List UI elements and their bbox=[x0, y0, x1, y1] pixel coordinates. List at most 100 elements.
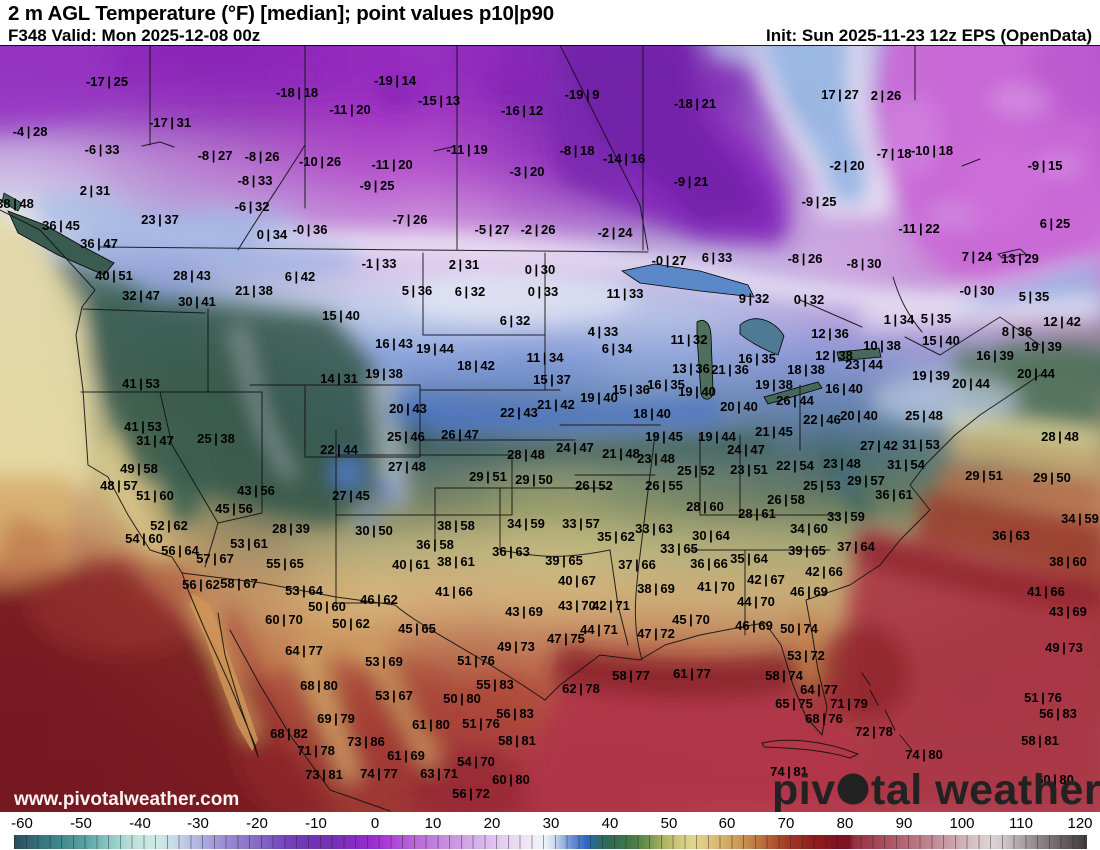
svg-text:5 | 36: 5 | 36 bbox=[402, 283, 433, 298]
svg-text:28 | 61: 28 | 61 bbox=[738, 506, 776, 521]
svg-text:6 | 25: 6 | 25 bbox=[1040, 216, 1071, 231]
svg-text:19 | 44: 19 | 44 bbox=[416, 341, 455, 356]
svg-text:72 | 78: 72 | 78 bbox=[855, 724, 893, 739]
svg-text:17 | 27: 17 | 27 bbox=[821, 87, 859, 102]
svg-text:-19 | 14: -19 | 14 bbox=[374, 73, 417, 88]
svg-text:47 | 72: 47 | 72 bbox=[637, 626, 675, 641]
svg-text:62 | 78: 62 | 78 bbox=[562, 681, 600, 696]
svg-text:21 | 38: 21 | 38 bbox=[235, 283, 273, 298]
svg-text:8 | 36: 8 | 36 bbox=[1002, 324, 1033, 339]
svg-text:43 | 70: 43 | 70 bbox=[558, 598, 596, 613]
svg-text:19 | 38: 19 | 38 bbox=[755, 377, 793, 392]
svg-text:56 | 83: 56 | 83 bbox=[1039, 706, 1077, 721]
svg-text:piv: piv bbox=[772, 766, 836, 812]
svg-text:40 | 67: 40 | 67 bbox=[558, 573, 596, 588]
svg-text:0 | 30: 0 | 30 bbox=[525, 262, 556, 277]
svg-text:15 | 40: 15 | 40 bbox=[922, 333, 960, 348]
svg-text:31 | 53: 31 | 53 bbox=[902, 437, 940, 452]
svg-text:13 | 29: 13 | 29 bbox=[1001, 251, 1039, 266]
svg-text:15 | 36: 15 | 36 bbox=[612, 382, 650, 397]
svg-text:55 | 83: 55 | 83 bbox=[476, 677, 514, 692]
svg-text:41 | 66: 41 | 66 bbox=[435, 584, 473, 599]
svg-text:-17 | 31: -17 | 31 bbox=[149, 115, 191, 130]
svg-text:38 | 48: 38 | 48 bbox=[0, 196, 34, 211]
svg-text:26 | 58: 26 | 58 bbox=[767, 492, 805, 507]
svg-text:60 | 70: 60 | 70 bbox=[265, 612, 303, 627]
svg-text:58 | 77: 58 | 77 bbox=[612, 668, 650, 683]
svg-text:22 | 43: 22 | 43 bbox=[500, 405, 538, 420]
svg-text:29 | 51: 29 | 51 bbox=[469, 469, 507, 484]
svg-text:28 | 43: 28 | 43 bbox=[173, 268, 211, 283]
svg-text:2 | 31: 2 | 31 bbox=[449, 257, 480, 272]
svg-text:12 | 38: 12 | 38 bbox=[815, 348, 853, 363]
svg-text:56 | 62: 56 | 62 bbox=[182, 577, 220, 592]
svg-text:25 | 46: 25 | 46 bbox=[387, 429, 425, 444]
svg-text:11 | 33: 11 | 33 bbox=[606, 286, 643, 301]
svg-text:60 | 80: 60 | 80 bbox=[1036, 772, 1074, 787]
svg-text:41 | 66: 41 | 66 bbox=[1027, 584, 1065, 599]
svg-text:-7 | 18: -7 | 18 bbox=[877, 146, 912, 161]
svg-text:11 | 32: 11 | 32 bbox=[670, 332, 707, 347]
svg-text:18 | 42: 18 | 42 bbox=[457, 358, 495, 373]
svg-text:34 | 59: 34 | 59 bbox=[1061, 511, 1099, 526]
svg-text:-15 | 13: -15 | 13 bbox=[418, 93, 460, 108]
svg-text:23 | 48: 23 | 48 bbox=[637, 451, 675, 466]
svg-text:-11 | 20: -11 | 20 bbox=[371, 157, 412, 172]
svg-text:64 | 77: 64 | 77 bbox=[800, 682, 838, 697]
svg-text:36 | 45: 36 | 45 bbox=[42, 218, 80, 233]
svg-text:50 | 74: 50 | 74 bbox=[780, 621, 819, 636]
svg-text:71 | 78: 71 | 78 bbox=[297, 743, 335, 758]
svg-text:-11 | 22: -11 | 22 bbox=[898, 221, 939, 236]
svg-text:49 | 58: 49 | 58 bbox=[120, 461, 158, 476]
svg-text:56 | 83: 56 | 83 bbox=[496, 706, 534, 721]
svg-text:45 | 70: 45 | 70 bbox=[672, 612, 710, 627]
svg-text:-6 | 33: -6 | 33 bbox=[85, 142, 120, 157]
svg-text:61 | 80: 61 | 80 bbox=[412, 717, 450, 732]
svg-text:73 | 81: 73 | 81 bbox=[305, 767, 343, 782]
svg-text:-8 | 33: -8 | 33 bbox=[238, 173, 273, 188]
svg-text:22 | 44: 22 | 44 bbox=[320, 442, 359, 457]
svg-text:6 | 34: 6 | 34 bbox=[602, 341, 633, 356]
svg-text:45 | 65: 45 | 65 bbox=[398, 621, 436, 636]
svg-text:19 | 39: 19 | 39 bbox=[912, 368, 950, 383]
svg-text:73 | 86: 73 | 86 bbox=[347, 734, 385, 749]
svg-text:71 | 79: 71 | 79 bbox=[830, 696, 868, 711]
svg-text:1 | 34: 1 | 34 bbox=[884, 312, 915, 327]
svg-text:53 | 61: 53 | 61 bbox=[230, 536, 268, 551]
svg-text:55 | 65: 55 | 65 bbox=[266, 556, 304, 571]
svg-text:46 | 69: 46 | 69 bbox=[735, 618, 773, 633]
svg-text:61 | 77: 61 | 77 bbox=[673, 666, 711, 681]
svg-text:28 | 48: 28 | 48 bbox=[1041, 429, 1079, 444]
svg-text:27 | 48: 27 | 48 bbox=[388, 459, 426, 474]
svg-text:tal weather: tal weather bbox=[871, 766, 1100, 812]
svg-text:44 | 70: 44 | 70 bbox=[737, 594, 775, 609]
svg-text:26 | 52: 26 | 52 bbox=[575, 478, 613, 493]
svg-text:30 | 64: 30 | 64 bbox=[692, 528, 731, 543]
svg-text:63 | 71: 63 | 71 bbox=[420, 766, 458, 781]
svg-text:57 | 67: 57 | 67 bbox=[196, 551, 234, 566]
svg-text:42 | 67: 42 | 67 bbox=[747, 572, 785, 587]
svg-text:20 | 40: 20 | 40 bbox=[840, 408, 878, 423]
svg-text:29 | 50: 29 | 50 bbox=[1033, 470, 1071, 485]
svg-text:16 | 35: 16 | 35 bbox=[738, 351, 776, 366]
svg-text:53 | 64: 53 | 64 bbox=[285, 583, 324, 598]
svg-text:29 | 50: 29 | 50 bbox=[515, 472, 553, 487]
svg-text:18 | 38: 18 | 38 bbox=[787, 362, 825, 377]
svg-text:-19 | 9: -19 | 9 bbox=[565, 87, 600, 102]
svg-text:-11 | 20: -11 | 20 bbox=[329, 102, 370, 117]
svg-text:25 | 48: 25 | 48 bbox=[905, 408, 943, 423]
svg-text:49 | 73: 49 | 73 bbox=[497, 639, 535, 654]
svg-text:10 | 38: 10 | 38 bbox=[863, 338, 901, 353]
svg-text:51 | 76: 51 | 76 bbox=[462, 716, 500, 731]
svg-text:53 | 69: 53 | 69 bbox=[365, 654, 403, 669]
svg-text:www.pivotalweather.com: www.pivotalweather.com bbox=[13, 789, 239, 810]
svg-text:19 | 40: 19 | 40 bbox=[580, 390, 618, 405]
svg-text:29 | 57: 29 | 57 bbox=[847, 473, 885, 488]
svg-text:-9 | 21: -9 | 21 bbox=[674, 174, 709, 189]
svg-text:41 | 53: 41 | 53 bbox=[124, 419, 162, 434]
svg-text:21 | 42: 21 | 42 bbox=[537, 397, 575, 412]
svg-text:35 | 64: 35 | 64 bbox=[730, 551, 769, 566]
svg-text:-11 | 19: -11 | 19 bbox=[446, 142, 487, 157]
svg-text:16 | 39: 16 | 39 bbox=[976, 348, 1014, 363]
svg-text:54 | 60: 54 | 60 bbox=[125, 531, 163, 546]
